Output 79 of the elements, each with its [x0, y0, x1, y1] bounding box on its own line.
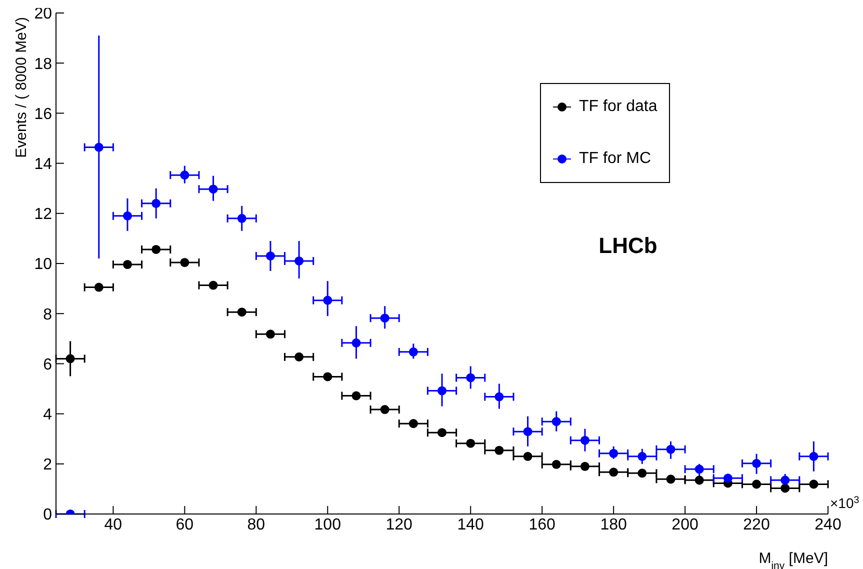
- point: [408, 347, 418, 356]
- point: [780, 484, 790, 493]
- y-tick-label: 4: [43, 406, 52, 424]
- point: [666, 444, 676, 454]
- point: [523, 427, 532, 436]
- point: [752, 480, 762, 489]
- x-tick-label: 160: [528, 516, 556, 534]
- point: [694, 464, 704, 474]
- point: [809, 452, 818, 461]
- point: [352, 391, 361, 400]
- point: [552, 460, 561, 469]
- point: [494, 392, 504, 402]
- y-tick-label: 14: [34, 156, 52, 173]
- legend-label: TF for MC: [579, 150, 651, 168]
- point: [609, 448, 618, 458]
- x-tick-label: 100: [314, 516, 342, 534]
- point: [694, 476, 704, 485]
- point: [552, 417, 561, 426]
- point: [122, 211, 132, 220]
- point: [266, 330, 275, 339]
- point: [466, 438, 476, 448]
- point: [352, 338, 361, 348]
- point: [609, 468, 618, 477]
- y-tick-label: 10: [34, 256, 52, 274]
- point: [94, 282, 104, 292]
- y-tick-label: 8: [43, 306, 52, 324]
- y-tick-label: 0: [43, 506, 52, 524]
- point: [237, 214, 246, 223]
- point: [437, 386, 447, 396]
- point: [523, 452, 532, 461]
- point: [494, 446, 504, 455]
- point: [437, 428, 447, 438]
- point: [408, 419, 418, 428]
- point: [152, 244, 161, 254]
- point: [122, 260, 132, 270]
- x-tick-label: 80: [247, 516, 266, 534]
- x-axis-title: M$_{inv}$ [MeV]: [758, 550, 828, 569]
- point: [208, 184, 218, 194]
- y-axis-title: Events / ( 8000 MeV): [12, 17, 30, 158]
- x-tick-label: 140: [457, 516, 484, 534]
- y-tick-label: 6: [43, 356, 52, 374]
- point: [237, 308, 246, 317]
- point: [380, 314, 390, 323]
- legend-label: TF for data: [579, 98, 658, 116]
- point: [266, 251, 275, 260]
- point: [94, 142, 104, 152]
- x-tick-label: 240: [814, 516, 842, 534]
- point: [780, 476, 790, 485]
- point: [294, 256, 304, 266]
- y-tick-label: 16: [34, 106, 52, 123]
- point: [638, 452, 647, 461]
- x-tick-label: 40: [104, 516, 122, 534]
- x-tick-label: 60: [176, 516, 194, 534]
- y-tick-label: 12: [34, 206, 52, 224]
- point: [580, 462, 590, 471]
- x-tick-label: 180: [600, 516, 627, 534]
- point: [208, 280, 218, 290]
- annotation: LHCb: [598, 233, 658, 258]
- point: [180, 258, 190, 268]
- y-tick-label: 18: [34, 56, 52, 73]
- point: [809, 480, 818, 489]
- point: [466, 373, 476, 382]
- point: [152, 198, 161, 208]
- point: [752, 458, 762, 468]
- point: [380, 405, 390, 414]
- x-tick-label: 120: [386, 516, 413, 534]
- point: [666, 474, 676, 484]
- text: ×10$^{3}$: [830, 494, 860, 511]
- point: [180, 170, 190, 180]
- point: [294, 352, 304, 362]
- point: [323, 372, 332, 382]
- y-tick-label: 2: [43, 456, 52, 474]
- point: [638, 468, 647, 478]
- point: [580, 436, 590, 445]
- point: [66, 354, 75, 364]
- point: [723, 474, 732, 483]
- x-tick-label: 220: [743, 516, 770, 534]
- x-tick-label: 200: [672, 516, 698, 534]
- point: [323, 296, 332, 305]
